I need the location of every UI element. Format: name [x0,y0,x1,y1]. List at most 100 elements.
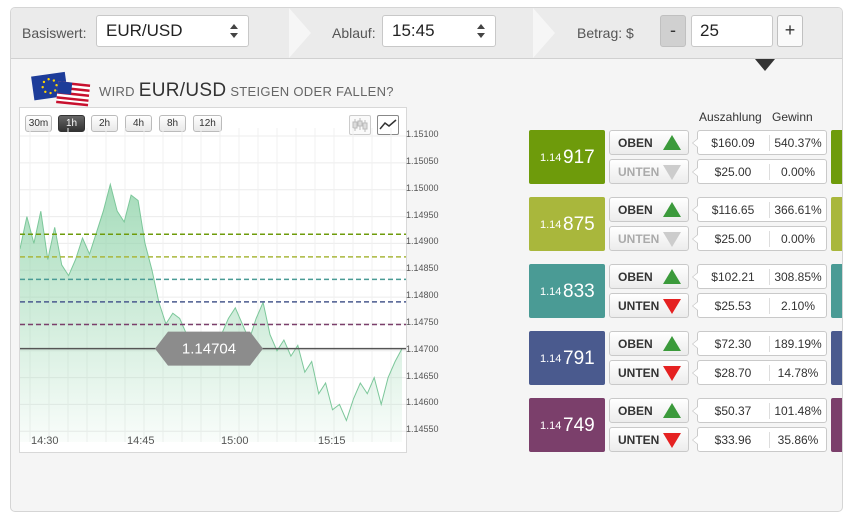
direction-label: UNTEN [618,232,660,246]
payout-value: $116.65 [711,203,755,217]
put-button[interactable]: UNTEN [609,427,689,452]
arrow-down-icon [663,165,681,180]
strike-price-digits: 791 [563,348,595,369]
timeframe-button-30m[interactable]: 30m [25,115,52,132]
y-tick-label: 1.14600 [406,397,439,408]
segment-divider [533,8,555,58]
payout-box: $50.37 101.48% [692,398,827,423]
y-tick-label: 1.15000 [406,182,439,193]
expiry-label: Ablauf: [332,25,376,41]
profit-value: 308.85% [774,270,822,284]
candlestick-icon[interactable] [349,115,371,135]
put-button[interactable]: UNTEN [609,159,689,184]
strike-color-tab [831,130,842,184]
y-tick-label: 1.14850 [406,263,439,274]
timeframe-button-1h[interactable]: 1h [58,115,85,132]
top-toolbar: Basiswert: EUR/USD Ablauf: 15:45 Betrag:… [11,8,842,59]
put-button[interactable]: UNTEN [609,293,689,318]
direction-label: OBEN [618,136,653,150]
payout-box: $72.30 189.19% [692,331,827,356]
arrow-up-icon [663,269,681,284]
divider [769,164,770,180]
direction-label: OBEN [618,270,653,284]
strike-price-prefix: 1.14 [540,219,562,231]
x-tick-label: 15:00 [221,435,249,447]
profit-value: 189.19% [774,337,822,351]
payout-value: $25.53 [714,299,752,313]
payout-value: $33.96 [714,433,752,447]
question-suffix: STEIGEN ODER FALLEN? [230,84,394,99]
arrow-up-icon [663,403,681,418]
amount-pointer-icon [755,59,775,71]
call-button[interactable]: OBEN [609,130,689,155]
payout-box: $116.65 366.61% [692,197,827,222]
y-tick-label: 1.15100 [406,129,439,140]
asset-select-value: EUR/USD [106,21,183,40]
timeframe-button-4h[interactable]: 4h [125,115,152,132]
prediction-question: WIRD EUR/USD STEIGEN ODER FALLEN? [99,80,394,102]
amount-label: Betrag: $ [577,25,634,41]
timeframe-button-2h[interactable]: 2h [91,115,118,132]
amount-increase-button[interactable]: + [777,15,803,47]
payout-value: $25.00 [714,165,752,179]
payout-header: Auszahlung [699,110,762,124]
call-button[interactable]: OBEN [609,197,689,222]
strike-color-tab [831,398,842,452]
timeframe-button-8h[interactable]: 8h [159,115,186,132]
divider [769,336,770,352]
direction-label: UNTEN [618,433,660,447]
payout-value: $50.37 [714,404,752,418]
chart-plot-area: 1.14704 [20,128,406,442]
divider [769,202,770,218]
payout-value: $28.70 [714,366,752,380]
price-area [20,184,402,442]
direction-label: UNTEN [618,299,660,313]
eu-us-flag-icon [31,71,91,107]
call-button[interactable]: OBEN [609,331,689,356]
price-chart: 30m 1h 2h 4h 8h 12h 1.14704 [19,107,407,453]
payout-box: $25.00 0.00% [692,226,827,251]
question-asset: EUR/USD [138,80,227,101]
strike-price-box[interactable]: 1.14 791 [529,331,605,385]
payout-value: $102.21 [711,270,755,284]
divider [769,432,770,448]
line-chart-icon[interactable] [377,115,399,135]
current-price-badge [155,331,263,366]
divider [769,403,770,419]
call-button[interactable]: OBEN [609,398,689,423]
y-tick-label: 1.15050 [406,155,439,166]
put-button[interactable]: UNTEN [609,226,689,251]
strike-color-tab [831,264,842,318]
strike-price-box[interactable]: 1.14 833 [529,264,605,318]
strike-color-tab [831,197,842,251]
expiry-select-value: 15:45 [392,21,435,40]
profit-value: 0.00% [780,232,816,246]
direction-label: OBEN [618,404,653,418]
call-button[interactable]: OBEN [609,264,689,289]
asset-select[interactable]: EUR/USD [96,15,249,47]
payout-box: $25.53 2.10% [692,293,827,318]
arrow-up-icon [663,336,681,351]
divider [769,269,770,285]
profit-value: 0.00% [780,165,816,179]
binary-option-panel: Basiswert: EUR/USD Ablauf: 15:45 Betrag:… [10,7,843,512]
strike-price-box[interactable]: 1.14 875 [529,197,605,251]
strike-price-digits: 875 [563,214,595,235]
strike-price-box[interactable]: 1.14 917 [529,130,605,184]
payout-box: $25.00 0.00% [692,159,827,184]
timeframe-button-12h[interactable]: 12h [193,115,222,132]
y-tick-label: 1.14550 [406,424,439,435]
strike-price-digits: 917 [563,147,595,168]
strike-price-box[interactable]: 1.14 749 [529,398,605,452]
amount-input[interactable]: 25 [691,15,773,47]
current-price-label: 1.14704 [182,341,236,358]
put-button[interactable]: UNTEN [609,360,689,385]
expiry-select[interactable]: 15:45 [382,15,496,47]
divider [769,365,770,381]
amount-decrease-button[interactable]: - [660,15,686,47]
x-tick-label: 15:15 [318,435,346,447]
segment-divider [289,8,311,58]
y-tick-label: 1.14950 [406,209,439,220]
profit-value: 35.86% [777,433,819,447]
strike-price-prefix: 1.14 [540,286,562,298]
